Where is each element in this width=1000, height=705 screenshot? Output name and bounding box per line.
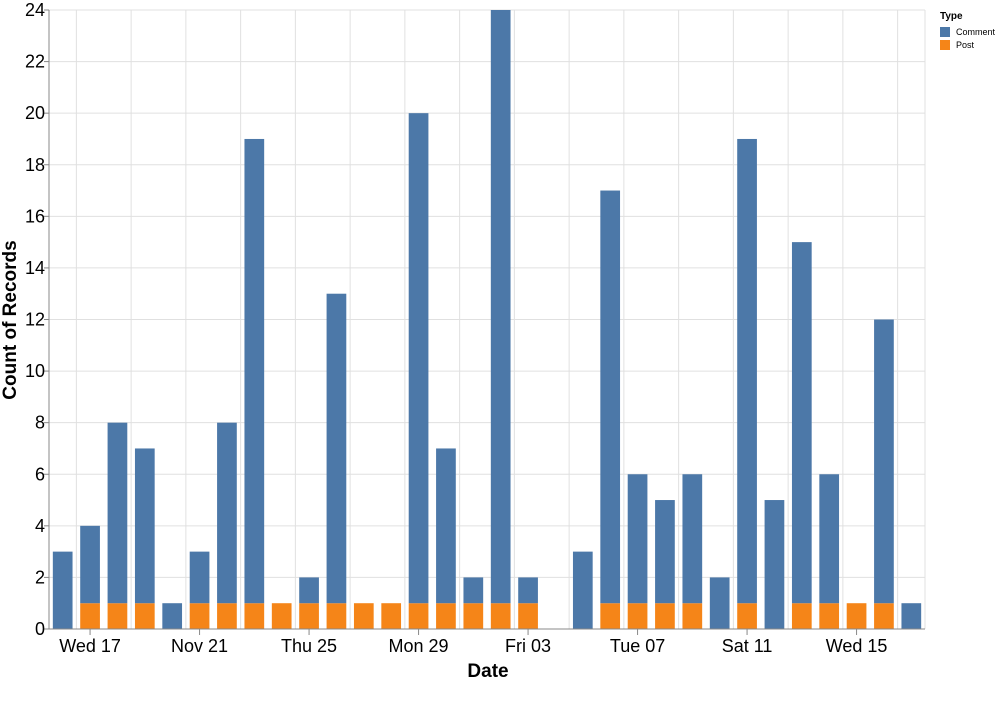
- bar-comment-2021-12-05: [572, 551, 593, 629]
- bar-comment-2021-11-20: [162, 603, 183, 629]
- bar-comment-2021-12-07: [627, 474, 648, 604]
- legend-label-comment: Comment: [956, 27, 996, 37]
- legend-title: Type: [940, 11, 963, 22]
- y-tick-label: 18: [25, 155, 45, 175]
- y-tick-label: 6: [35, 464, 45, 484]
- bar-post-2021-11-30: [436, 603, 456, 629]
- bar-comment-2021-12-10: [709, 577, 730, 629]
- bar-comment-2021-11-25: [299, 577, 319, 604]
- bar-post-2021-11-19: [134, 603, 155, 629]
- y-tick-label: 24: [25, 0, 45, 20]
- bar-post-2021-12-06: [600, 603, 621, 629]
- y-axis-title: Count of Records: [0, 240, 21, 399]
- y-tick-label: 12: [25, 310, 45, 330]
- bar-comment-2021-11-19: [134, 448, 155, 604]
- bar-comment-2021-12-09: [682, 474, 703, 604]
- legend-swatch-comment: [940, 27, 950, 37]
- bar-post-2021-12-09: [682, 603, 703, 629]
- bar-post-2021-12-11: [737, 603, 757, 629]
- bar-comment-2021-12-06: [600, 190, 621, 604]
- bar-post-2021-12-16: [874, 603, 894, 629]
- x-tick-label: Mon 29: [389, 636, 449, 656]
- bar-post-2021-12-13: [791, 603, 812, 629]
- bar-post-2021-11-17: [80, 603, 100, 629]
- x-tick-label: Sat 11: [722, 636, 773, 656]
- bar-post-2021-11-18: [107, 603, 128, 629]
- bar-post-2021-12-02: [490, 603, 511, 629]
- y-tick-label: 4: [35, 516, 45, 536]
- x-tick-label: Fri 03: [505, 636, 551, 656]
- bar-comment-2021-11-30: [436, 448, 456, 604]
- x-tick-label: Nov 21: [171, 636, 228, 656]
- x-tick-label: Thu 25: [281, 636, 337, 656]
- bar-comment-2021-12-02: [490, 10, 511, 604]
- y-tick-label: 22: [25, 52, 45, 72]
- bar-post-2021-12-08: [655, 603, 675, 629]
- bar-comment-2021-11-21: [189, 551, 210, 604]
- bar-post-2021-11-29: [408, 603, 429, 629]
- y-tick-label: 2: [35, 567, 45, 587]
- legend: Type Comment Post: [940, 11, 996, 50]
- bar-comment-2021-12-13: [791, 242, 812, 604]
- bar-comment-2021-12-17: [901, 603, 922, 629]
- bar-comment-2021-12-14: [819, 474, 840, 604]
- y-tick-label: 0: [35, 619, 45, 639]
- bar-post-2021-11-22: [217, 603, 237, 629]
- y-tick-label: 20: [25, 103, 45, 123]
- y-tick-label: 10: [25, 361, 45, 381]
- legend-label-post: Post: [956, 40, 975, 50]
- x-tick-label: Wed 15: [826, 636, 888, 656]
- bar-comment-2021-12-01: [463, 577, 484, 604]
- bar-comment-2021-11-16: [52, 551, 73, 629]
- legend-swatch-post: [940, 40, 950, 50]
- bar-comment-2021-11-18: [107, 422, 128, 604]
- bar-comment-2021-11-17: [80, 525, 100, 604]
- bar-post-2021-11-25: [299, 603, 319, 629]
- bar-comment-2021-11-23: [244, 138, 265, 604]
- x-tick-label: Tue 07: [610, 636, 665, 656]
- bar-comment-2021-11-22: [217, 422, 237, 604]
- bar-post-2021-12-07: [627, 603, 648, 629]
- bar-post-2021-12-14: [819, 603, 840, 629]
- bar-comment-2021-12-11: [737, 138, 757, 604]
- grid-lines: [49, 9, 926, 630]
- bar-post-2021-12-15: [846, 603, 867, 629]
- bar-comment-2021-11-26: [326, 293, 347, 604]
- bar-comment-2021-12-16: [874, 319, 894, 604]
- bars: [52, 10, 922, 629]
- bar-comment-2021-12-08: [655, 500, 675, 604]
- bar-post-2021-11-23: [244, 603, 265, 629]
- bar-post-2021-11-28: [381, 603, 402, 629]
- y-tick-label: 16: [25, 206, 45, 226]
- x-tick-label: Wed 17: [59, 636, 121, 656]
- bar-comment-2021-12-12: [764, 500, 785, 629]
- bar-post-2021-11-21: [189, 603, 210, 629]
- y-tick-label: 14: [25, 258, 45, 278]
- bar-post-2021-11-27: [353, 603, 374, 629]
- bar-post-2021-11-24: [271, 603, 292, 629]
- x-axis-title: Date: [467, 661, 508, 682]
- bar-comment-2021-11-29: [408, 113, 429, 604]
- bar-post-2021-12-01: [463, 603, 484, 629]
- y-tick-label: 8: [35, 413, 45, 433]
- bar-post-2021-12-03: [518, 603, 538, 629]
- bar-comment-2021-12-03: [518, 577, 538, 604]
- bar-post-2021-11-26: [326, 603, 347, 629]
